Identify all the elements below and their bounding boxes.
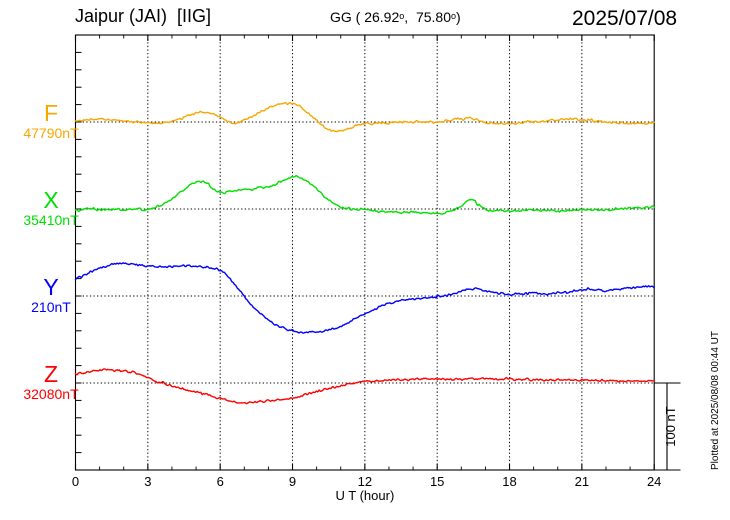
svg-text:21: 21 xyxy=(575,474,589,489)
svg-text:100 nT: 100 nT xyxy=(663,406,678,447)
svg-text:210nT: 210nT xyxy=(31,299,71,315)
svg-text:32080nT: 32080nT xyxy=(23,386,79,402)
svg-text:U T (hour): U T (hour) xyxy=(336,488,395,503)
svg-text:2025/07/08: 2025/07/08 xyxy=(572,7,677,30)
svg-text:Y: Y xyxy=(43,274,58,300)
svg-text:9: 9 xyxy=(289,474,296,489)
svg-text:Plotted at 2025/08/08 00:44 UT: Plotted at 2025/08/08 00:44 UT xyxy=(710,331,721,470)
svg-text:12: 12 xyxy=(358,474,372,489)
svg-text:0: 0 xyxy=(72,474,79,489)
svg-text:15: 15 xyxy=(430,474,444,489)
svg-text:47790nT: 47790nT xyxy=(23,125,79,141)
svg-text:35410nT: 35410nT xyxy=(23,212,79,228)
svg-text:18: 18 xyxy=(502,474,516,489)
svg-text:F: F xyxy=(44,100,58,126)
svg-text:X: X xyxy=(43,187,58,213)
svg-text:Jaipur (JAI) [IIG]: Jaipur (JAI) [IIG] xyxy=(75,6,211,26)
svg-text:6: 6 xyxy=(217,474,224,489)
svg-text:Z: Z xyxy=(44,361,58,387)
svg-text:GG ( 26.92o, 75.80o): GG ( 26.92o, 75.80o) xyxy=(330,9,461,25)
svg-text:24: 24 xyxy=(647,474,661,489)
svg-text:3: 3 xyxy=(144,474,151,489)
